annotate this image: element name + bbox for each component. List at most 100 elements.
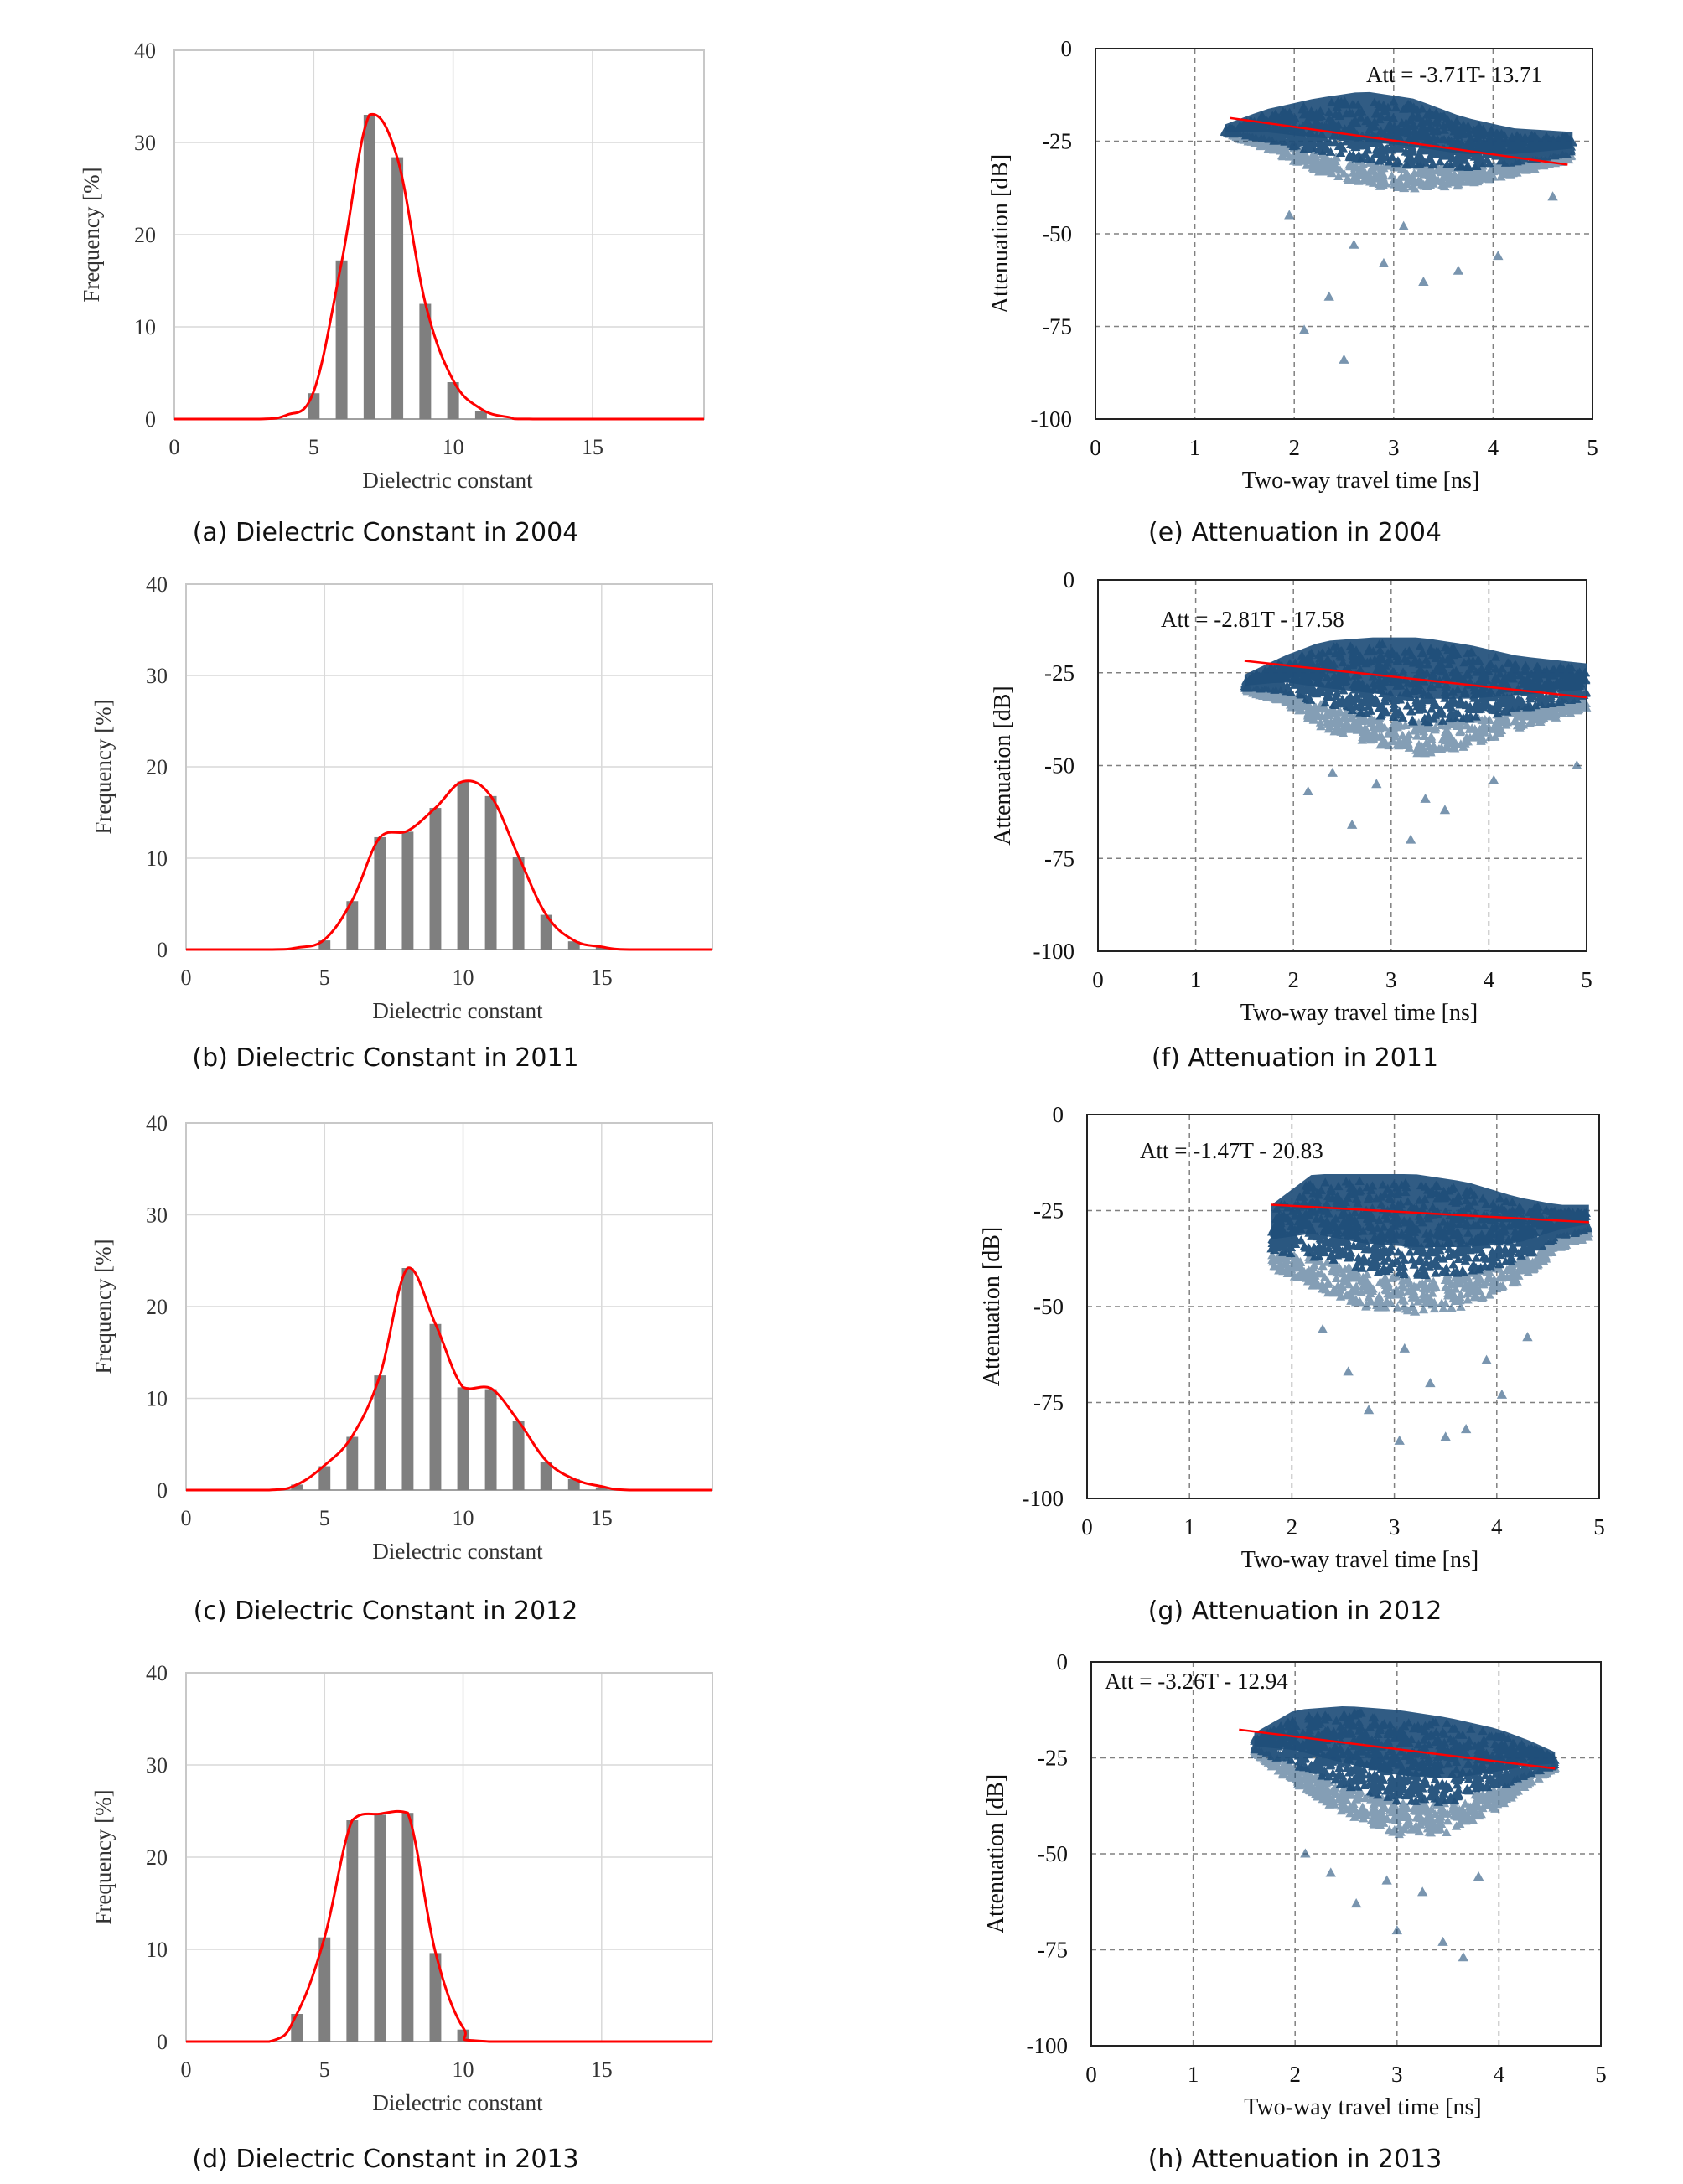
scatter-outliers (1284, 191, 1558, 364)
y-tick-label: 40 (146, 572, 168, 597)
x-tick-label: 4 (1484, 967, 1495, 992)
x-tick-label: 1 (1188, 2062, 1199, 2087)
x-tick-label: 2 (1288, 435, 1300, 460)
x-tick-label: 2 (1287, 1514, 1298, 1540)
y-tick-label: -75 (1044, 846, 1075, 871)
y-tick-label: -100 (1033, 939, 1075, 964)
scatter-outliers (1302, 760, 1582, 844)
panel-caption: (f) Attenuation in 2011 (1152, 1043, 1438, 1073)
histogram-bar (308, 393, 320, 419)
x-tick-label: 5 (319, 2057, 330, 2082)
y-tick-label: 30 (146, 1753, 168, 1778)
plot-frame (1090, 1661, 1602, 2047)
y-tick-label: -25 (1044, 660, 1075, 686)
y-tick-label: 20 (146, 1845, 168, 1870)
y-tick-label: 30 (146, 664, 168, 688)
y-tick-label: 10 (146, 1938, 168, 1962)
y-tick-label: -50 (1033, 1294, 1064, 1319)
y-tick-label: 40 (134, 39, 156, 63)
histogram-bar (540, 1462, 552, 1490)
panel-caption: (g) Attenuation in 2012 (1148, 1597, 1442, 1626)
x-axis-label: Dielectric constant (372, 2090, 543, 2115)
x-tick-label: 3 (1385, 967, 1397, 992)
histogram-bar (419, 303, 432, 419)
y-tick-label: -25 (1033, 1198, 1064, 1224)
scatter-points-sparse-band (1267, 1225, 1594, 1316)
y-axis-label: Frequency [%] (91, 1239, 116, 1374)
equation-annotation: Att = -1.47T - 20.83 (1140, 1138, 1323, 1163)
scatter-density-core (1225, 91, 1573, 154)
histogram-panel: 0 10 20 30 40 0 5 10 15 Dielectric constant Freque… (79, 39, 705, 547)
histogram-bar (595, 946, 608, 950)
x-tick-label: 0 (1081, 1514, 1093, 1540)
x-tick-label: 15 (591, 1506, 613, 1530)
fit-curve (173, 112, 704, 421)
histogram-bar (567, 941, 580, 950)
y-tick-label: -50 (1044, 753, 1075, 779)
histogram-bar (401, 831, 414, 950)
y-tick-label: -75 (1033, 1390, 1064, 1415)
x-tick-label: 0 (1092, 967, 1104, 992)
x-tick-label: 0 (1090, 435, 1101, 460)
x-tick-label: 4 (1491, 1514, 1503, 1540)
x-tick-label: 15 (591, 2057, 613, 2082)
x-axis-label: Two-way travel time [ns] (1244, 2094, 1481, 2120)
fit-line (1229, 116, 1568, 166)
x-tick-label: 4 (1488, 435, 1499, 460)
x-tick-label: 0 (181, 2057, 192, 2082)
histogram-bar (484, 1389, 497, 1490)
plot-frame (1086, 1114, 1600, 1499)
equation-annotation: Att = -3.26T - 12.94 (1105, 1669, 1288, 1694)
histogram-bar (346, 1820, 359, 2042)
x-tick-label: 10 (453, 1506, 474, 1530)
scatter-density-core (1271, 1173, 1589, 1248)
panel-caption: (e) Attenuation in 2004 (1148, 518, 1442, 547)
y-tick-label: 10 (146, 1387, 168, 1411)
x-tick-label: 1 (1190, 967, 1202, 992)
y-tick-label: 20 (146, 755, 168, 779)
histogram-bar (346, 901, 359, 950)
x-tick-label: 0 (169, 435, 180, 459)
scatter-panel: 0 -25 -50 -75 -100 0 1 2 3 4 5 Att = -3.71T- 13.71 T… (987, 36, 1598, 547)
y-tick-label: 40 (146, 1661, 168, 1685)
scatter-outliers (1317, 1323, 1533, 1445)
histogram-bar (391, 157, 404, 419)
y-tick-label: -100 (1027, 2033, 1069, 2058)
scatter-panel: 0 -25 -50 -75 -100 0 1 2 3 4 5 Att = -1.47T - 20.83… (979, 1102, 1605, 1626)
x-tick-label: 3 (1389, 1514, 1401, 1540)
panel-caption: (c) Dielectric Constant in 2012 (194, 1597, 578, 1626)
histogram-bar (374, 1375, 386, 1490)
histogram-bar (318, 940, 331, 950)
y-axis-label: Attenuation [dB] (979, 1227, 1005, 1387)
y-tick-label: 10 (134, 315, 156, 339)
x-tick-label: 2 (1289, 2062, 1301, 2087)
panel-caption: (h) Attenuation in 2013 (1148, 2145, 1442, 2174)
x-tick-label: 5 (1593, 1514, 1605, 1540)
y-tick-label: 0 (145, 407, 156, 432)
histogram-panel: 0 10 20 30 40 0 5 10 15 Dielectric constant Freque… (91, 572, 713, 1073)
x-tick-label: 1 (1189, 435, 1201, 460)
histogram-bar (429, 808, 442, 950)
x-tick-label: 0 (1085, 2062, 1097, 2087)
panel-caption: (b) Dielectric Constant in 2011 (192, 1043, 578, 1073)
histogram-bar (595, 1487, 608, 1490)
x-axis-label: Two-way travel time [ns] (1241, 1547, 1478, 1573)
y-axis-label: Attenuation [dB] (983, 1774, 1009, 1934)
y-tick-label: 20 (134, 223, 156, 247)
x-axis-label: Two-way travel time [ns] (1242, 468, 1479, 494)
x-tick-label: 0 (181, 965, 192, 990)
x-axis-label: Two-way travel time [ns] (1240, 1000, 1478, 1026)
x-tick-label: 5 (319, 1506, 330, 1530)
y-tick-label: 0 (1057, 1649, 1069, 1674)
y-tick-label: 0 (1053, 1102, 1064, 1127)
x-tick-label: 0 (181, 1506, 192, 1530)
y-tick-label: 0 (157, 938, 168, 962)
x-axis-label: Dielectric constant (362, 468, 533, 493)
x-tick-label: 15 (582, 435, 603, 459)
scatter-density-core (1254, 1706, 1556, 1779)
x-axis-label: Dielectric constant (372, 998, 543, 1023)
histogram-bar (374, 836, 386, 950)
panel-caption: (a) Dielectric Constant in 2004 (193, 518, 579, 547)
histogram-panel: 0 10 20 30 40 0 5 10 15 Dielectric constant Freque… (91, 1661, 713, 2174)
